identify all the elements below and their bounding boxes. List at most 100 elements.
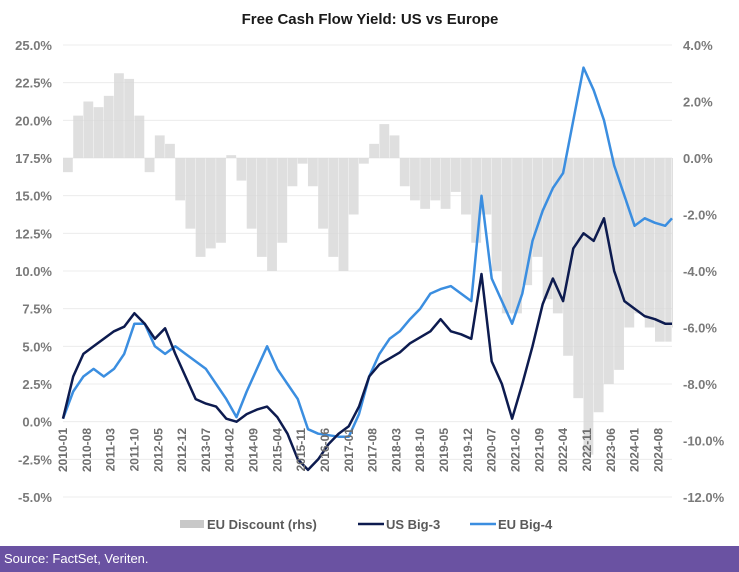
y-left-tick-label: 2.5% xyxy=(22,377,52,392)
y-left-tick-label: 22.5% xyxy=(15,76,52,91)
y-left-tick-label: -2.5% xyxy=(18,452,52,467)
eu-discount-bar xyxy=(256,158,267,257)
eu-discount-bar xyxy=(563,158,573,356)
us-big3-line xyxy=(61,217,672,472)
eu-discount-bar xyxy=(644,158,655,328)
x-tick-label: 2022-04 xyxy=(556,428,570,472)
eu-discount-bars xyxy=(63,73,673,455)
eu-discount-bar xyxy=(501,158,512,314)
y-left-tick-label: 15.0% xyxy=(15,189,52,204)
eu-discount-bar xyxy=(277,158,288,243)
y-left-tick-label: 5.0% xyxy=(22,339,52,354)
eu-discount-bar xyxy=(471,158,482,243)
x-tick-label: 2023-06 xyxy=(604,428,618,472)
legend-item-us-big3: US Big-3 xyxy=(358,517,440,532)
eu-discount-bar xyxy=(83,101,94,158)
y-axis-right: 4.0% 2.0% 0.0% -2.0% -4.0% -6.0% -8.0% -10.0% -1… xyxy=(683,38,725,505)
x-tick-label: 2017-08 xyxy=(366,428,380,472)
eu-discount-bar xyxy=(430,158,441,201)
chart: Free Cash Flow Yield: US vs Europe 25.0%… xyxy=(15,11,725,532)
x-tick-label: 2012-05 xyxy=(151,428,165,472)
eu-discount-bar xyxy=(348,158,359,215)
x-tick-label: 2021-09 xyxy=(532,428,546,472)
x-tick-label: 2015-04 xyxy=(270,428,284,472)
x-tick-label: 2014-09 xyxy=(247,428,261,472)
eu-discount-bar xyxy=(103,95,114,158)
eu-discount-bar xyxy=(358,158,369,164)
eu-discount-bar xyxy=(654,158,665,342)
legend-label-eu-discount: EU Discount (rhs) xyxy=(207,517,317,532)
y-right-tick-label: 4.0% xyxy=(683,38,713,53)
y-right-tick-label: -8.0% xyxy=(683,377,717,392)
eu-discount-bar xyxy=(205,158,216,249)
y-left-tick-label: 7.5% xyxy=(22,302,52,317)
chart-title: Free Cash Flow Yield: US vs Europe xyxy=(242,11,499,28)
eu-discount-bar xyxy=(614,158,624,370)
x-axis: 2010-01 2010-08 2011-03 2011-10 2012-05 2012-… xyxy=(56,428,665,472)
eu-discount-bar xyxy=(512,158,522,314)
x-tick-label: 2019-05 xyxy=(437,428,451,472)
eu-discount-bar xyxy=(491,158,502,271)
eu-discount-bar xyxy=(154,135,165,158)
x-tick-label: 2011-03 xyxy=(104,428,118,472)
y-right-tick-label: -6.0% xyxy=(683,321,717,336)
x-tick-label: 2013-07 xyxy=(199,428,213,472)
legend-label-eu-big4: EU Big-4 xyxy=(498,517,553,532)
x-tick-label: 2010-08 xyxy=(80,428,94,472)
eu-discount-bar xyxy=(267,158,277,271)
eu-discount-bar xyxy=(532,158,543,257)
x-tick-label: 2020-07 xyxy=(485,428,499,472)
eu-discount-bar xyxy=(287,158,298,187)
legend-label-us-big3: US Big-3 xyxy=(386,517,440,532)
eu-discount-bar xyxy=(144,158,155,173)
x-tick-label: 2018-10 xyxy=(413,428,427,472)
y-axis-left: 25.0% 22.5% 20.0% 17.5% 15.0% 12.5% 10.0% 7.5% 5… xyxy=(15,38,52,505)
y-right-tick-label: -12.0% xyxy=(683,490,725,505)
x-tick-label: 2010-01 xyxy=(56,428,70,472)
x-tick-label: 2019-12 xyxy=(461,428,475,472)
eu-discount-bar xyxy=(318,158,328,229)
eu-discount-bar xyxy=(389,135,400,158)
x-tick-label: 2015-11 xyxy=(294,428,308,472)
x-tick-label: 2018-03 xyxy=(389,428,403,472)
x-tick-label: 2016-06 xyxy=(318,428,332,472)
eu-discount-bar xyxy=(185,158,196,229)
eu-discount-bar xyxy=(165,143,175,158)
eu-discount-bar xyxy=(573,158,584,399)
x-tick-label: 2011-10 xyxy=(127,428,141,472)
eu-discount-bar xyxy=(328,158,339,257)
y-right-tick-label: -4.0% xyxy=(683,264,717,279)
eu-discount-bar xyxy=(603,158,614,384)
eu-discount-bar xyxy=(134,115,145,158)
eu-discount-bar xyxy=(63,158,73,173)
eu-discount-bar xyxy=(124,78,135,158)
eu-discount-bar xyxy=(307,158,318,187)
eu-discount-bar xyxy=(175,158,186,201)
footer-bar: Source: FactSet, Veriten. xyxy=(0,546,739,572)
eu-discount-bar xyxy=(583,158,594,455)
gridlines xyxy=(63,44,672,498)
eu-discount-bar xyxy=(369,143,380,158)
eu-discount-bar xyxy=(216,158,226,243)
eu-discount-bar xyxy=(624,158,635,328)
x-tick-label: 2017-01 xyxy=(342,428,356,472)
y-left-tick-label: 25.0% xyxy=(15,38,52,53)
eu-discount-bar xyxy=(420,158,431,209)
eu-discount-bar xyxy=(522,158,533,286)
x-tick-label: 2014-02 xyxy=(223,428,237,472)
x-tick-label: 2012-12 xyxy=(175,428,189,472)
y-right-tick-label: -2.0% xyxy=(683,208,717,223)
eu-discount-bar xyxy=(665,158,672,342)
eu-discount-bar xyxy=(634,158,645,314)
y-left-tick-label: 10.0% xyxy=(15,264,52,279)
x-tick-label: 2024-01 xyxy=(628,428,642,472)
eu-discount-bar xyxy=(236,158,247,181)
eu-discount-bar xyxy=(379,124,390,158)
x-tick-label: 2022-11 xyxy=(580,428,594,472)
eu-discount-bar xyxy=(552,158,563,314)
y-left-tick-label: -5.0% xyxy=(18,490,52,505)
eu-discount-bar xyxy=(338,158,349,271)
legend-item-eu-discount: EU Discount (rhs) xyxy=(180,517,317,532)
eu-discount-bar xyxy=(542,158,553,300)
y-right-tick-label: -10.0% xyxy=(683,434,725,449)
